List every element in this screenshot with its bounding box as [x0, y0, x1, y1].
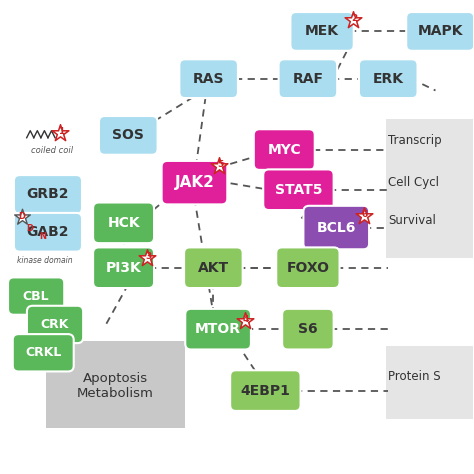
FancyBboxPatch shape: [93, 247, 154, 288]
FancyBboxPatch shape: [46, 341, 185, 428]
FancyBboxPatch shape: [99, 116, 157, 155]
Point: [56, 129, 64, 137]
Text: kinase domain: kinase domain: [17, 256, 73, 265]
Point: [18, 213, 26, 220]
Text: coiled coil: coiled coil: [31, 146, 73, 155]
Text: 2: 2: [351, 14, 357, 23]
FancyBboxPatch shape: [93, 202, 154, 243]
FancyBboxPatch shape: [386, 346, 474, 419]
Text: SOS: SOS: [112, 128, 144, 142]
Text: Cell Cycl: Cell Cycl: [388, 176, 439, 189]
FancyBboxPatch shape: [282, 309, 334, 349]
Text: CRK: CRK: [41, 318, 69, 331]
FancyBboxPatch shape: [179, 59, 238, 98]
Text: 4EBP1: 4EBP1: [240, 383, 290, 398]
Text: GRB2: GRB2: [27, 187, 69, 201]
Text: RAS: RAS: [193, 72, 224, 86]
Text: MTOR: MTOR: [195, 322, 241, 336]
FancyBboxPatch shape: [230, 370, 301, 411]
FancyBboxPatch shape: [386, 119, 474, 258]
Point: [215, 162, 223, 170]
Text: HCK: HCK: [107, 216, 140, 230]
FancyBboxPatch shape: [162, 161, 228, 204]
FancyBboxPatch shape: [14, 213, 82, 252]
FancyBboxPatch shape: [185, 309, 251, 349]
Text: Apoptosis
Metabolism: Apoptosis Metabolism: [77, 372, 154, 400]
Text: AKT: AKT: [198, 261, 229, 275]
Text: MEK: MEK: [305, 25, 339, 38]
Text: ERK: ERK: [373, 72, 404, 86]
Text: Survival: Survival: [388, 214, 436, 227]
Text: 5: 5: [218, 160, 224, 169]
Text: MYC: MYC: [267, 143, 301, 156]
Text: RAF: RAF: [292, 72, 323, 86]
FancyBboxPatch shape: [276, 247, 339, 288]
Text: GAB2: GAB2: [27, 225, 69, 239]
FancyBboxPatch shape: [254, 129, 315, 170]
Text: 3: 3: [146, 252, 152, 261]
Text: PI3K: PI3K: [106, 261, 141, 275]
Point: [241, 317, 248, 324]
Text: CBL: CBL: [23, 290, 49, 302]
FancyBboxPatch shape: [263, 169, 334, 210]
Point: [349, 16, 356, 23]
FancyBboxPatch shape: [13, 334, 74, 372]
FancyBboxPatch shape: [303, 206, 369, 249]
Text: MAPK: MAPK: [418, 25, 463, 38]
Text: Transcrip: Transcrip: [388, 134, 442, 146]
FancyBboxPatch shape: [27, 306, 83, 343]
Text: S6: S6: [298, 322, 318, 336]
FancyBboxPatch shape: [184, 247, 243, 288]
Text: STAT5: STAT5: [275, 183, 322, 197]
Text: D: D: [27, 224, 34, 233]
Text: 6: 6: [362, 210, 368, 219]
FancyBboxPatch shape: [291, 12, 354, 51]
Text: FOXO: FOXO: [286, 261, 329, 275]
Text: CRKL: CRKL: [25, 346, 62, 359]
FancyBboxPatch shape: [406, 12, 474, 51]
FancyBboxPatch shape: [14, 175, 82, 214]
Text: JAK2: JAK2: [174, 175, 214, 190]
Point: [360, 212, 367, 219]
Text: D: D: [18, 212, 26, 221]
Text: BCL6: BCL6: [317, 220, 356, 235]
FancyBboxPatch shape: [8, 277, 64, 315]
Text: Protein S: Protein S: [388, 370, 441, 383]
Point: [144, 255, 151, 262]
Text: 1: 1: [58, 127, 64, 136]
FancyBboxPatch shape: [279, 59, 337, 98]
Text: N: N: [39, 232, 46, 240]
FancyBboxPatch shape: [359, 59, 418, 98]
Text: 4: 4: [243, 315, 249, 324]
